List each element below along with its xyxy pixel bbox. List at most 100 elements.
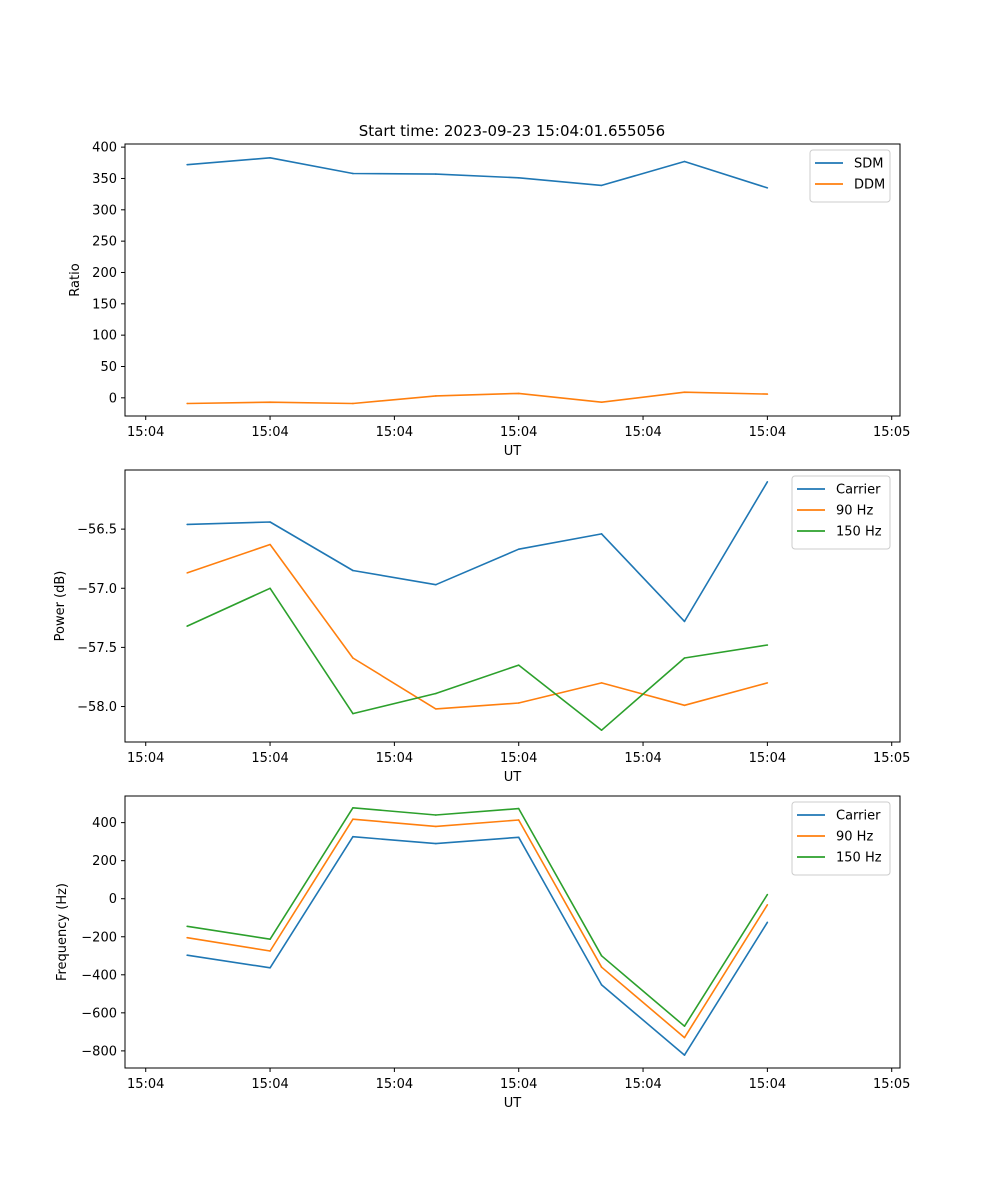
y-tick-label: −58.0: [77, 700, 117, 715]
x-tick-label: 15:04: [624, 1077, 661, 1092]
legend-label: 90 Hz: [836, 504, 873, 519]
data-point: [435, 692, 437, 695]
data-point: [435, 395, 437, 397]
x-tick-label: 15:04: [376, 751, 413, 766]
legend-label: 90 Hz: [836, 830, 873, 845]
x-tick-label: 15:04: [251, 751, 288, 766]
data-point: [186, 625, 188, 627]
x-tick-label: 15:04: [500, 751, 537, 766]
x-axis-label: UT: [504, 770, 522, 785]
data-point: [766, 481, 769, 483]
data-point: [269, 156, 271, 159]
data-point: [683, 391, 686, 393]
y-tick-label: 100: [92, 329, 117, 344]
subplot-power: −58.0 −57.5 −57.0 −56.5 15:04 15:04 15:04 15:04…: [53, 469, 910, 785]
x-tick-label: 15:04: [749, 1077, 786, 1092]
y-tick-label: 350: [92, 172, 117, 187]
data-point: [766, 921, 769, 924]
legend-label: Carrier: [836, 483, 881, 498]
data-point: [517, 664, 520, 666]
data-point: [600, 401, 603, 404]
x-tick-label: 15:04: [251, 425, 288, 440]
x-tick-label: 15:05: [873, 425, 910, 440]
axes-frame: [124, 469, 901, 743]
data-point: [352, 172, 354, 175]
series-line-90-hz: [186, 543, 768, 710]
y-tick-label: 150: [92, 297, 117, 312]
y-tick-label: −57.5: [77, 641, 117, 656]
data-point: [517, 836, 520, 839]
data-point: [517, 548, 520, 551]
y-tick-label: −56.5: [77, 523, 117, 538]
x-tick-label: 15:04: [624, 425, 661, 440]
data-point: [766, 644, 769, 646]
data-point: [352, 402, 354, 405]
y-tick-label: 400: [92, 141, 117, 156]
data-point: [683, 1036, 686, 1039]
data-point: [186, 954, 188, 957]
legend-label: DDM: [854, 178, 885, 193]
x-tick-label: 15:04: [376, 1077, 413, 1092]
data-point: [435, 842, 437, 845]
data-point: [435, 708, 437, 710]
y-tick-label: −57.0: [77, 582, 117, 597]
data-point: [352, 818, 354, 821]
y-tick-label: 200: [92, 854, 117, 869]
data-point: [517, 819, 520, 821]
legend-label: 150 Hz: [836, 851, 882, 866]
series-line-sdm: [187, 157, 768, 189]
data-point: [600, 184, 603, 187]
data-point: [435, 173, 437, 175]
x-tick-label: 15:04: [624, 751, 661, 766]
data-point: [352, 806, 354, 809]
data-point: [683, 620, 686, 623]
data-point: [600, 682, 603, 684]
data-point: [269, 938, 271, 941]
x-tick-label: 15:04: [749, 425, 786, 440]
data-point: [186, 925, 188, 928]
y-tick-label: 250: [92, 235, 117, 250]
x-tick-label: 15:04: [376, 425, 413, 440]
x-tick-label: 15:04: [127, 751, 164, 766]
axes-frame: [124, 795, 901, 1069]
data-point: [269, 543, 271, 546]
data-point: [435, 814, 437, 816]
data-point: [600, 984, 603, 986]
legend-label: SDM: [854, 157, 883, 172]
data-point: [352, 712, 354, 715]
x-tick-label: 15:04: [500, 1077, 537, 1092]
series-line-150-hz: [187, 806, 769, 1027]
y-axis-label: Power (dB): [53, 571, 68, 642]
y-tick-label: 300: [92, 203, 117, 218]
data-point: [186, 572, 188, 574]
x-tick-label: 15:05: [873, 1077, 910, 1092]
data-point: [683, 657, 686, 659]
data-point: [766, 682, 769, 684]
y-tick-label: 50: [100, 360, 117, 375]
data-point: [186, 936, 188, 939]
data-point: [186, 163, 188, 166]
data-point: [269, 587, 271, 590]
data-point: [269, 401, 271, 404]
data-point: [766, 187, 769, 189]
x-tick-label: 15:04: [127, 1077, 164, 1092]
data-point: [766, 393, 769, 395]
x-tick-label: 15:04: [500, 425, 537, 440]
x-tick-label: 15:04: [251, 1077, 288, 1092]
y-tick-label: 0: [109, 892, 117, 907]
data-point: [683, 160, 686, 163]
y-axis-label: Frequency (Hz): [55, 883, 70, 981]
x-axis-label: UT: [504, 1096, 522, 1111]
data-point: [683, 1025, 686, 1027]
data-point: [517, 392, 520, 395]
series-line-carrier: [187, 481, 769, 623]
y-tick-label: −800: [81, 1044, 117, 1059]
data-point: [517, 702, 520, 704]
y-tick-label: 0: [109, 391, 117, 406]
data-point: [435, 825, 437, 828]
data-point: [600, 966, 603, 968]
series-line-carrier: [187, 835, 769, 1056]
y-tick-label: 400: [92, 816, 117, 831]
data-point: [435, 583, 437, 586]
